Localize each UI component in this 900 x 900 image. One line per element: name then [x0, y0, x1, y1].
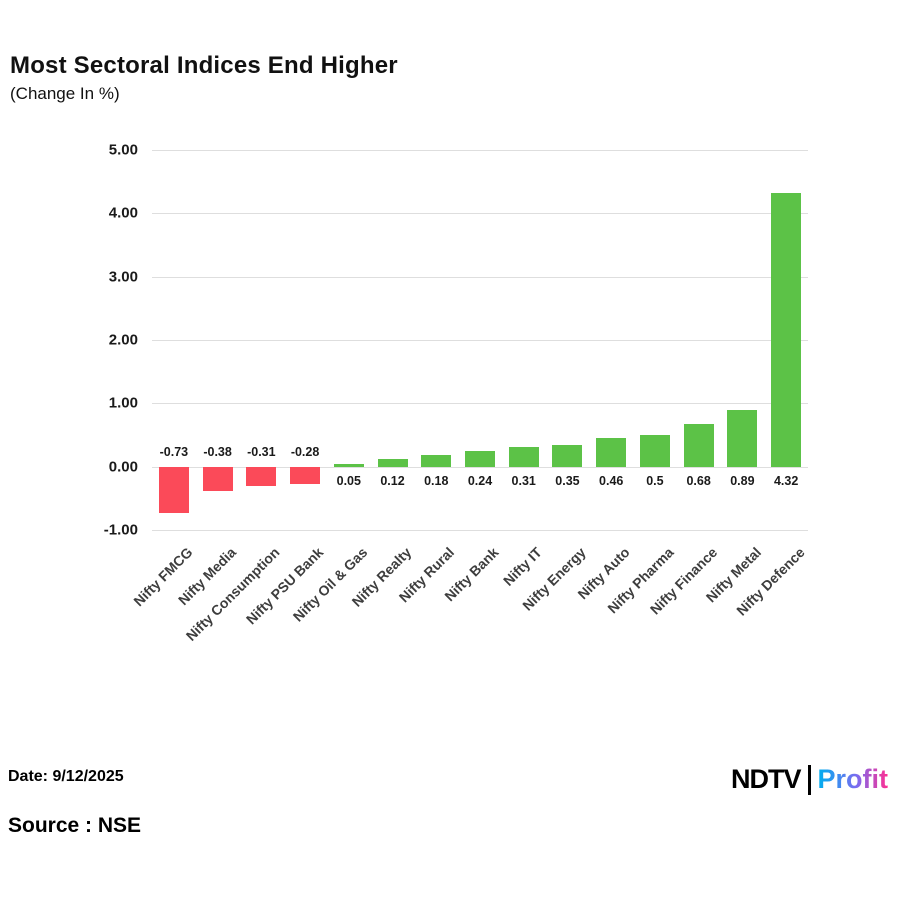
y-axis-tick-label: 0.00	[108, 458, 138, 476]
value-label-nifty-fmcg: -0.73	[159, 444, 189, 459]
bar-nifty-oil-gas	[333, 463, 364, 467]
page-subtitle: (Change In %)	[10, 84, 120, 103]
plot-area: 5.00 4.00 3.00 2.00 1.00 0.00 -1.00 -0.73 Nifty …	[104, 142, 808, 644]
y-axis-tick-label: 4.00	[108, 204, 138, 222]
value-label-nifty-auto: 0.46	[599, 473, 624, 488]
logo-profit-text: Profit	[817, 764, 889, 794]
value-label-nifty-bank: 0.24	[467, 473, 493, 488]
gridline-y-2.00	[152, 340, 808, 341]
gridline-y--1.00	[152, 530, 808, 531]
value-label-nifty-finance: 0.68	[686, 473, 711, 488]
gridline-y-1.00	[152, 403, 808, 405]
bar-nifty-auto	[596, 437, 627, 467]
bar-nifty-rural	[421, 455, 452, 467]
gridline-y-3.00	[152, 276, 808, 278]
bar-nifty-consumption	[246, 466, 277, 487]
bar-nifty-media	[202, 466, 233, 491]
value-label-nifty-realty: 0.12	[380, 473, 405, 488]
value-label-nifty-it: 0.31	[511, 473, 536, 488]
source-label: Source : NSE	[8, 814, 142, 837]
y-axis-tick-label: -1.00	[103, 521, 138, 539]
gridline-y-4.00	[152, 213, 808, 215]
value-label-nifty-rural: 0.18	[424, 473, 449, 488]
gridline-y-5.00	[152, 150, 808, 151]
page-title: Most Sectoral Indices End Higher	[10, 52, 398, 79]
date-label: Date: 9/12/2025	[8, 768, 124, 785]
y-axis-tick-label: 1.00	[108, 394, 138, 412]
bar-nifty-pharma	[639, 435, 670, 467]
bar-nifty-bank	[465, 451, 495, 467]
value-label-nifty-energy: 0.35	[555, 473, 580, 488]
logo-ndtv-text: NDTV	[731, 764, 801, 794]
value-label-nifty-defence: 4.32	[773, 473, 799, 488]
value-label-nifty-metal: 0.89	[730, 473, 755, 488]
bar-nifty-metal	[727, 410, 758, 467]
y-axis-tick-label: 5.00	[108, 141, 138, 159]
y-axis-tick-label: 2.00	[108, 331, 138, 349]
bar-nifty-psu-bank	[290, 466, 321, 485]
bar-nifty-realty	[377, 459, 408, 467]
gridline-y-0.00	[152, 466, 808, 468]
value-label-nifty-pharma: 0.5	[646, 473, 664, 488]
value-label-nifty-media: -0.38	[203, 444, 232, 459]
bar-nifty-it	[508, 447, 539, 467]
logo-separator	[807, 764, 811, 795]
value-label-nifty-oil-gas: 0.05	[336, 473, 361, 488]
bar-nifty-fmcg	[158, 466, 189, 513]
bar-nifty-defence	[771, 193, 802, 467]
bar-nifty-energy	[552, 444, 583, 467]
y-axis-tick-label: 3.00	[108, 268, 138, 286]
bar-nifty-finance	[683, 423, 714, 467]
ndtv-profit-logo: NDTV Profit	[731, 764, 888, 795]
value-label-nifty-psu-bank: -0.28	[290, 444, 320, 459]
x-axis-label-nifty-psu-bank: Nifty PSU Bank	[242, 544, 327, 628]
value-label-nifty-consumption: -0.31	[247, 444, 276, 459]
